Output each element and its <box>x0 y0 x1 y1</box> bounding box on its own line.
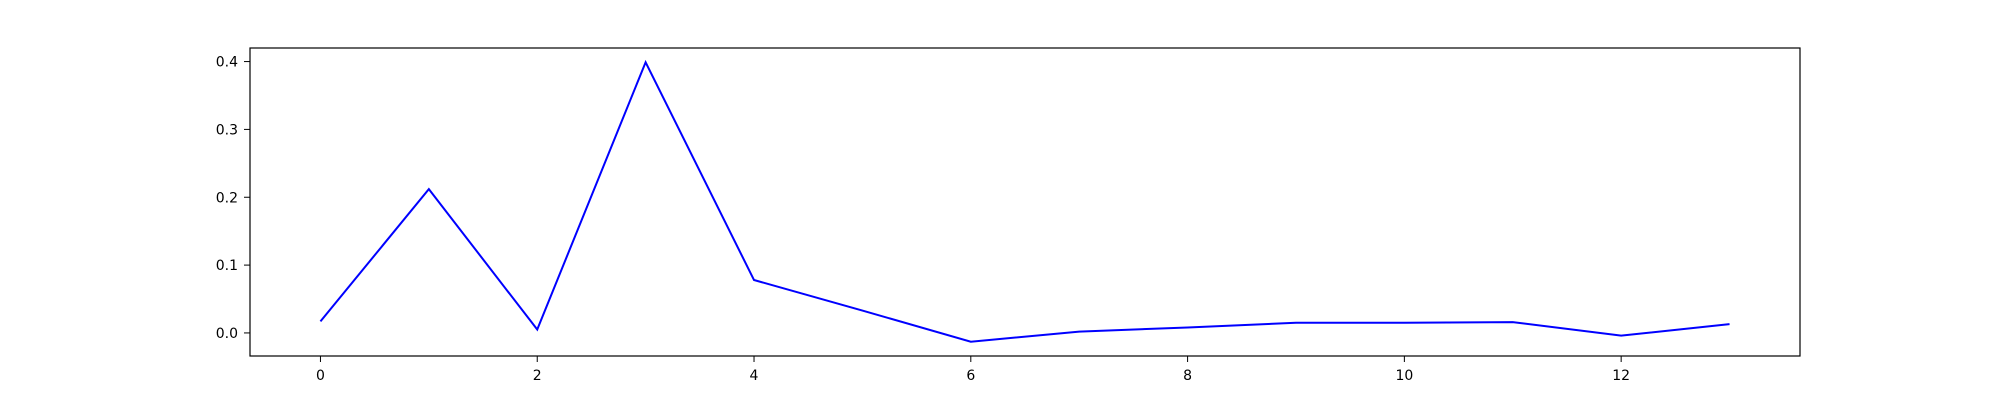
axes-frame <box>249 47 1801 357</box>
y-tick-label: 0.1 <box>216 258 238 274</box>
y-tick-label: 0.3 <box>216 122 238 138</box>
series-line-0 <box>319 59 1730 343</box>
axes-layer: 0 2 4 6 8 10 12 0.0 0.1 0.2 0.3 0.4 <box>216 47 1801 384</box>
plot-background <box>250 48 1800 356</box>
x-tick-label: 6 <box>966 368 975 384</box>
y-tick-label: 0.4 <box>216 55 238 71</box>
x-tick-label: 10 <box>1395 368 1413 384</box>
x-tick-label: 0 <box>316 368 325 384</box>
x-tick-label: 12 <box>1612 368 1630 384</box>
plot-area <box>250 48 1800 356</box>
x-tick-label: 8 <box>1183 368 1192 384</box>
x-tick-label: 2 <box>533 368 542 384</box>
x-tick-label: 4 <box>750 368 759 384</box>
y-tick-label: 0.2 <box>216 190 238 206</box>
series-layer <box>319 59 1730 343</box>
y-tick-label: 0.0 <box>216 326 238 342</box>
